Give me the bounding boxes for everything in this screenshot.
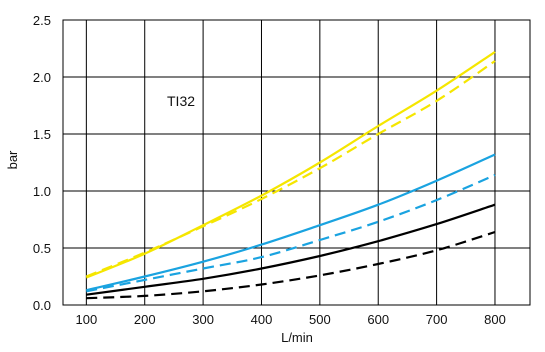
x-tick-label: 200 [134,312,156,327]
plot-frame [62,19,531,306]
x-tick-label: 400 [251,312,273,327]
y-tick-label: 1.5 [33,127,51,142]
y-tick-label: 2.0 [33,70,51,85]
series-line-1 [85,50,496,279]
tick-labels: 100 200 300 400 500 600 700 800 0.0 0.5 1.0 1.5 2.0 2… [33,13,506,327]
x-tick-label: 100 [75,312,97,327]
x-axis-label: L/min [281,330,313,345]
series-group [85,50,496,300]
x-tick-label: 300 [192,312,214,327]
x-tick-label: 800 [484,312,506,327]
series-line-3 [86,153,496,292]
series-line-2 [85,60,496,278]
y-tick-label: 0.5 [33,241,51,256]
y-axis-label: bar [5,150,20,169]
y-tick-label: 1.0 [33,184,51,199]
annotation-ti32: TI32 [167,93,195,109]
x-tick-label: 500 [309,312,331,327]
series-line-6 [86,230,496,300]
x-tick-label: 600 [367,312,389,327]
series-line-5 [86,203,496,296]
y-tick-label: 0.0 [33,298,51,313]
y-tick-label: 2.5 [33,13,51,28]
series-line-4 [86,173,496,293]
x-tick-label: 700 [426,312,448,327]
